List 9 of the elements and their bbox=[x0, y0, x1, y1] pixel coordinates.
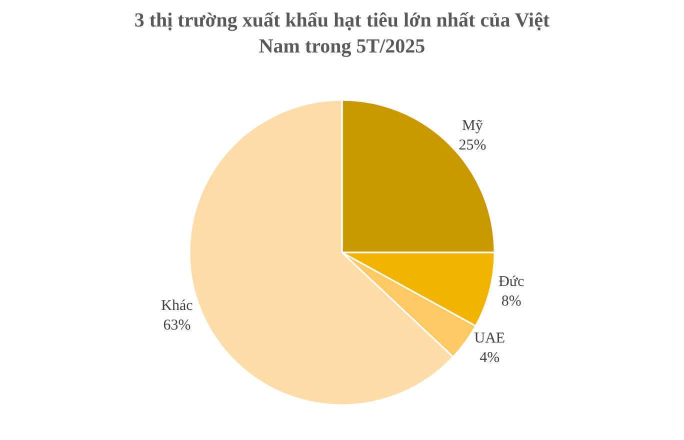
data-label: 8% bbox=[501, 293, 522, 310]
slice-label: Khác bbox=[161, 298, 194, 314]
data-label: 25% bbox=[458, 138, 486, 154]
slice-label: UAE bbox=[474, 330, 506, 347]
slice-label: Đức bbox=[498, 274, 525, 290]
data-label: 63% bbox=[163, 318, 191, 334]
chart-title: 3 thị trường xuất khẩu hạt tiêu lớn nhất của Việt Nam trong 5T/2025 bbox=[134, 9, 550, 58]
slice-label: Mỹ bbox=[462, 118, 484, 134]
data-label: 4% bbox=[480, 350, 500, 366]
